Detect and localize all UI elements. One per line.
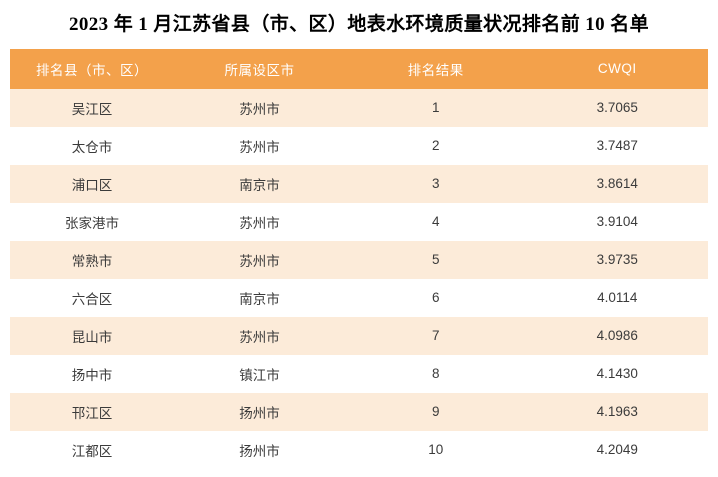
table-container: 排名县（市、区） 所属设区市 排名结果 CWQI 吴江区 苏州市 1 3.706…: [0, 48, 718, 469]
column-header-county: 排名县（市、区）: [10, 48, 175, 89]
cell-county: 六合区: [10, 278, 175, 317]
cell-cwqi: 4.0986: [526, 316, 708, 355]
cell-county: 常熟市: [10, 240, 175, 279]
table-row: 吴江区 苏州市 1 3.7065: [10, 88, 708, 127]
cell-rank: 8: [345, 354, 527, 393]
table-body: 吴江区 苏州市 1 3.7065 太仓市 苏州市 2 3.7487 浦口区 南京…: [10, 88, 708, 469]
ranking-table: 排名县（市、区） 所属设区市 排名结果 CWQI 吴江区 苏州市 1 3.706…: [10, 48, 708, 469]
column-header-rank: 排名结果: [345, 48, 527, 89]
cell-county: 扬中市: [10, 354, 175, 393]
table-header: 排名县（市、区） 所属设区市 排名结果 CWQI: [10, 48, 708, 89]
cell-city: 南京市: [174, 164, 346, 203]
cell-rank: 6: [345, 278, 527, 317]
cell-rank: 2: [345, 126, 527, 165]
cell-city: 苏州市: [174, 316, 346, 355]
cell-county: 浦口区: [10, 164, 175, 203]
cell-county: 张家港市: [10, 202, 175, 241]
cell-city: 镇江市: [174, 354, 346, 393]
table-row: 江都区 扬州市 10 4.2049: [10, 430, 708, 469]
table-row: 太仓市 苏州市 2 3.7487: [10, 126, 708, 165]
cell-cwqi: 3.7487: [526, 126, 708, 165]
cell-rank: 1: [345, 88, 527, 127]
cell-county: 邗江区: [10, 392, 175, 431]
table-header-row: 排名县（市、区） 所属设区市 排名结果 CWQI: [10, 48, 708, 89]
cell-county: 太仓市: [10, 126, 175, 165]
cell-cwqi: 4.1430: [526, 354, 708, 393]
cell-city: 苏州市: [174, 240, 346, 279]
cell-city: 南京市: [174, 278, 346, 317]
cell-cwqi: 3.9104: [526, 202, 708, 241]
table-row: 浦口区 南京市 3 3.8614: [10, 164, 708, 203]
table-row: 六合区 南京市 6 4.0114: [10, 278, 708, 317]
cell-city: 扬州市: [174, 430, 346, 469]
table-row: 邗江区 扬州市 9 4.1963: [10, 392, 708, 431]
cell-rank: 4: [345, 202, 527, 241]
cell-county: 吴江区: [10, 88, 175, 127]
cell-city: 苏州市: [174, 202, 346, 241]
cell-cwqi: 4.1963: [526, 392, 708, 431]
cell-rank: 5: [345, 240, 527, 279]
cell-rank: 9: [345, 392, 527, 431]
cell-county: 昆山市: [10, 316, 175, 355]
column-header-city: 所属设区市: [174, 48, 346, 89]
cell-cwqi: 4.0114: [526, 278, 708, 317]
cell-cwqi: 4.2049: [526, 430, 708, 469]
cell-rank: 10: [345, 430, 527, 469]
cell-county: 江都区: [10, 430, 175, 469]
table-row: 张家港市 苏州市 4 3.9104: [10, 202, 708, 241]
column-header-cwqi: CWQI: [526, 48, 708, 89]
cell-city: 苏州市: [174, 126, 346, 165]
cell-city: 扬州市: [174, 392, 346, 431]
table-row: 扬中市 镇江市 8 4.1430: [10, 354, 708, 393]
cell-city: 苏州市: [174, 88, 346, 127]
table-row: 常熟市 苏州市 5 3.9735: [10, 240, 708, 279]
cell-cwqi: 3.8614: [526, 164, 708, 203]
cell-rank: 3: [345, 164, 527, 203]
cell-rank: 7: [345, 316, 527, 355]
cell-cwqi: 3.9735: [526, 240, 708, 279]
page-title: 2023 年 1 月江苏省县（市、区）地表水环境质量状况排名前 10 名单: [68, 14, 650, 35]
table-row: 昆山市 苏州市 7 4.0986: [10, 316, 708, 355]
cell-cwqi: 3.7065: [526, 88, 708, 127]
